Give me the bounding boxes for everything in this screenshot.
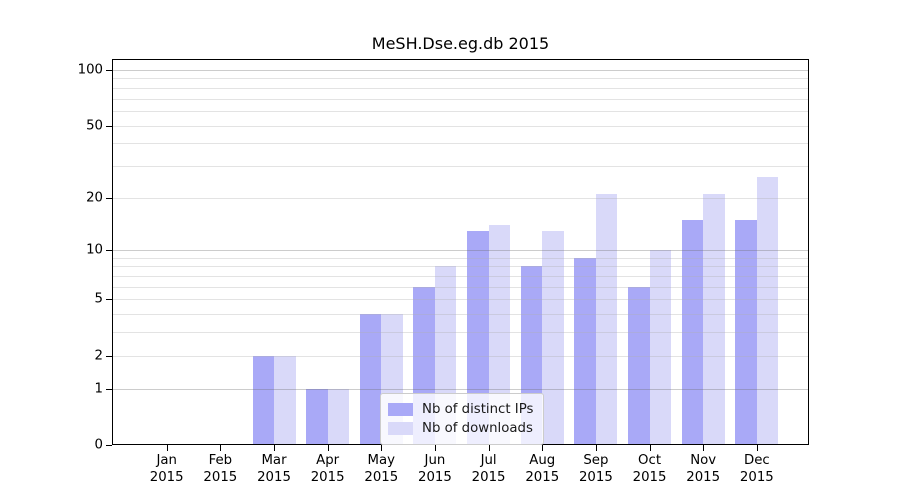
x-tick-mark-jun <box>434 445 436 451</box>
x-tick-mark-jul <box>488 445 490 451</box>
x-tick-label-jun: Jun 2015 <box>418 453 452 485</box>
x-tick-label-jan: Jan 2015 <box>149 453 184 485</box>
x-tick-label-nov: Nov 2015 <box>686 453 721 485</box>
legend-swatch-downloads-icon <box>388 422 413 435</box>
x-tick-label-mar: Mar 2015 <box>257 453 291 485</box>
gridline-7 <box>112 276 809 278</box>
gridline-70 <box>112 98 809 100</box>
plot-area <box>112 59 809 445</box>
chart-title: MeSH.Dse.eg.db 2015 <box>371 34 550 53</box>
x-tick-label-jul: Jul 2015 <box>471 453 506 485</box>
gridline-2 <box>112 355 809 357</box>
y-tick-mark-1 <box>106 388 112 390</box>
y-tick-label-100: 100 <box>77 62 103 78</box>
x-tick-label-oct: Oct 2015 <box>632 453 667 485</box>
bar-downloads-nov <box>703 193 725 445</box>
x-tick-mark-may <box>381 445 383 451</box>
y-tick-mark-10 <box>106 250 112 252</box>
gridline-100 <box>112 70 809 72</box>
x-tick-label-aug: Aug 2015 <box>525 453 560 485</box>
bar-distinct-ips-dec <box>735 219 757 445</box>
x-tick-mark-feb <box>220 445 222 451</box>
bar-downloads-aug <box>542 230 564 445</box>
bar-distinct-ips-jul <box>467 230 489 445</box>
y-tick-label-1: 1 <box>94 381 103 397</box>
bar-downloads-jul <box>488 224 511 445</box>
y-tick-mark-5 <box>106 299 112 301</box>
x-tick-mark-dec <box>756 445 758 451</box>
x-tick-mark-nov <box>703 445 705 451</box>
bar-downloads-mar <box>274 355 296 445</box>
gridline-4 <box>112 314 809 316</box>
y-tick-mark-50 <box>106 125 112 127</box>
x-tick-mark-jan <box>166 445 168 451</box>
y-tick-label-2: 2 <box>94 348 103 364</box>
legend-item-downloads: Nb of downloads <box>388 419 533 438</box>
y-tick-mark-100 <box>106 70 112 72</box>
y-tick-label-0: 0 <box>94 437 103 453</box>
legend: Nb of distinct IPs Nb of downloads <box>380 393 545 445</box>
y-tick-mark-20 <box>106 197 112 199</box>
bar-distinct-ips-mar <box>252 355 274 445</box>
bar-downloads-oct <box>649 250 672 445</box>
x-tick-mark-oct <box>649 445 651 451</box>
y-tick-label-10: 10 <box>86 242 103 258</box>
bar-downloads-apr <box>327 388 350 445</box>
x-tick-mark-aug <box>542 445 544 451</box>
y-tick-label-20: 20 <box>86 190 103 206</box>
bar-downloads-sep <box>595 193 618 445</box>
y-tick-mark-2 <box>106 355 112 357</box>
bar-distinct-ips-sep <box>574 257 596 445</box>
x-tick-label-dec: Dec 2015 <box>739 453 774 485</box>
gridline-10 <box>112 250 809 252</box>
y-tick-mark-0 <box>106 445 112 446</box>
legend-item-distinct-ips: Nb of distinct IPs <box>388 400 533 419</box>
gridline-8 <box>112 266 809 268</box>
gridline-50 <box>112 125 809 127</box>
x-tick-label-sep: Sep 2015 <box>578 453 613 485</box>
bar-distinct-ips-apr <box>306 388 328 445</box>
legend-label-downloads: Nb of downloads <box>422 421 533 436</box>
gridline-90 <box>112 78 809 80</box>
x-tick-mark-sep <box>595 445 597 451</box>
legend-swatch-distinct-ips-icon <box>388 403 413 416</box>
bar-downloads-dec <box>756 177 779 445</box>
bar-distinct-ips-oct <box>628 286 650 445</box>
gridline-1 <box>112 388 809 390</box>
gridline-60 <box>112 110 809 112</box>
gridline-80 <box>112 87 809 89</box>
bar-distinct-ips-nov <box>681 219 704 445</box>
gridline-40 <box>112 143 809 145</box>
x-tick-mark-mar <box>274 445 275 451</box>
y-tick-label-5: 5 <box>94 291 103 307</box>
gridline-5 <box>112 299 809 301</box>
grid-layer <box>112 59 809 445</box>
gridline-6 <box>112 286 809 288</box>
x-tick-label-apr: Apr 2015 <box>310 453 345 485</box>
y-tick-label-50: 50 <box>86 118 103 134</box>
legend-label-distinct-ips: Nb of distinct IPs <box>422 402 534 417</box>
x-tick-label-feb: Feb 2015 <box>203 453 238 485</box>
gridline-3 <box>112 332 809 334</box>
gridline-20 <box>112 197 809 199</box>
x-tick-label-may: May 2015 <box>364 453 399 485</box>
gridline-9 <box>112 257 809 259</box>
x-tick-mark-apr <box>327 445 329 451</box>
bar-distinct-ips-may <box>359 314 382 445</box>
gridline-30 <box>112 165 809 167</box>
